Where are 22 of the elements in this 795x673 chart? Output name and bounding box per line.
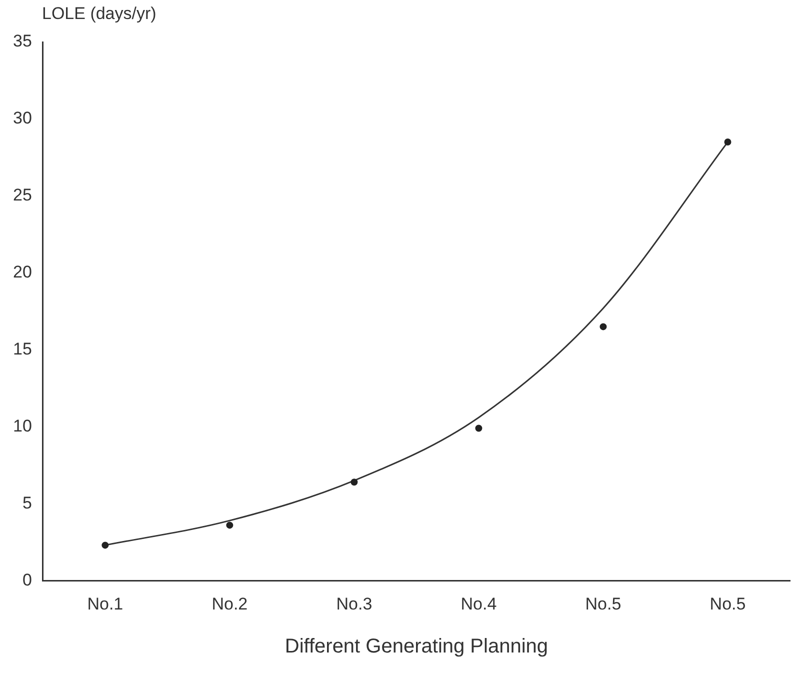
x-tick-label: No.5: [710, 594, 746, 614]
point: [350, 478, 358, 486]
y-tick-label: 0: [22, 570, 32, 590]
point: [600, 323, 607, 330]
x-tick-label: No.4: [460, 594, 497, 614]
x-axis-title: Different Generating Planning: [284, 636, 548, 658]
y-axis-title: LOLE (days/yr): [42, 4, 156, 24]
y-tick-label: 10: [12, 416, 32, 436]
point: [475, 424, 482, 432]
y-tick-label: 20: [12, 262, 32, 282]
x-tick-label: No.2: [212, 594, 248, 614]
y-tick-label: 15: [12, 339, 32, 358]
point: [102, 542, 109, 549]
y-tick-label: 5: [22, 493, 32, 512]
point: [226, 522, 234, 529]
y-tick-label: 35: [12, 32, 32, 51]
x-tick-label: No.3: [336, 594, 372, 614]
y-tick-label: 25: [12, 186, 32, 205]
y-tick-label: 30: [12, 108, 32, 128]
x-tick-label: No.1: [87, 594, 124, 614]
point: [724, 138, 732, 146]
x-tick-label: No.5: [585, 594, 622, 614]
